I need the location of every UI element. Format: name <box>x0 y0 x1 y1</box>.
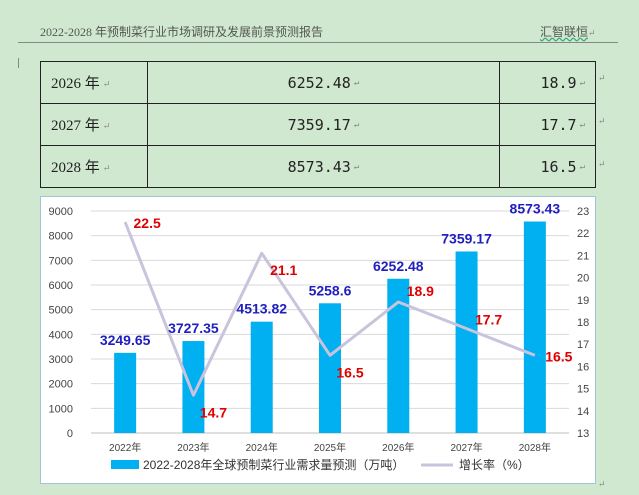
line-data-label: 16.5 <box>545 348 572 364</box>
y-left-tick-label: 4000 <box>49 329 73 341</box>
x-tick-label: 2023年 <box>177 441 209 454</box>
publisher-name: 汇智联恒↵ <box>540 25 596 39</box>
demand-cell: 6252.48 ↵ <box>146 61 501 104</box>
bar <box>319 303 341 433</box>
y-left-tick-label: 8000 <box>49 231 73 243</box>
bar <box>250 321 273 433</box>
y-right-tick-label: 21 <box>577 250 589 262</box>
header-divider <box>18 42 618 43</box>
y-left-tick-label: 2000 <box>49 379 73 391</box>
y-right-tick-label: 14 <box>577 406 589 418</box>
bar-data-label: 8573.43 <box>510 201 561 217</box>
y-left-tick-label: 9000 <box>49 206 73 218</box>
y-left-tick-label: 7000 <box>49 255 73 267</box>
line-data-label: 17.7 <box>475 312 502 328</box>
table-row: 2027 年 ↵ 7359.17 ↵ 17.7 ↵ <box>40 103 596 146</box>
y-right-tick-label: 13 <box>577 428 589 440</box>
margin-corner-mark <box>18 58 29 68</box>
row-end-mark: ↵ <box>598 116 606 126</box>
x-tick-label: 2022年 <box>109 441 141 454</box>
x-tick-label: 2024年 <box>246 441 278 454</box>
line-data-label: 22.5 <box>134 215 161 231</box>
year-cell: 2027 年 ↵ <box>40 103 148 146</box>
row-end-mark: ↵ <box>598 159 606 169</box>
row-end-mark: ↵ <box>598 73 606 83</box>
y-right-tick-label: 22 <box>577 228 589 240</box>
bar-data-label: 4513.82 <box>236 301 287 317</box>
line-data-label: 14.7 <box>200 404 227 420</box>
bar <box>455 251 478 433</box>
legend-swatch-bar <box>111 460 139 469</box>
year-cell: 2026 年 ↵ <box>40 61 148 104</box>
x-tick-label: 2028年 <box>519 441 551 454</box>
bar <box>182 341 205 433</box>
y-right-tick-label: 15 <box>577 384 589 396</box>
year-cell: 2028 年 ↵ <box>40 145 148 188</box>
line-data-label: 18.9 <box>407 283 434 299</box>
table-row: 2026 年 ↵ 6252.48 ↵ 18.9 ↵ <box>40 61 596 104</box>
x-tick-label: 2025年 <box>314 441 346 454</box>
y-right-tick-label: 19 <box>577 295 589 307</box>
y-left-tick-label: 6000 <box>49 280 73 292</box>
legend-label-line: 增长率（%） <box>459 457 530 472</box>
y-right-tick-label: 17 <box>577 339 589 351</box>
paragraph-mark: ↵ <box>598 479 606 489</box>
forecast-table: 2026 年 ↵ 6252.48 ↵ 18.9 ↵ 2027 年 ↵ 7359.17 ↵ … <box>40 61 596 188</box>
line-data-label: 16.5 <box>336 364 363 380</box>
legend-label-bar: 2022-2028年全球预制菜行业需求量预测（万吨） <box>143 457 404 472</box>
y-right-tick-label: 23 <box>577 206 589 218</box>
y-right-tick-label: 16 <box>577 361 589 373</box>
growth-cell: 16.5 ↵ <box>499 145 596 188</box>
report-title: 2022-2028 年预制菜行业市场调研及发展前景预测报告 <box>40 25 323 39</box>
combo-chart: 0 1000 2000 3000 4000 5000 6000 7000 8000 9000 13 1… <box>40 196 596 484</box>
bar-data-label: 3249.65 <box>100 332 151 348</box>
bar-data-label: 7359.17 <box>441 230 492 246</box>
y-left-tick-label: 0 <box>67 428 73 440</box>
table-row: 2028 年 ↵ 8573.43 ↵ 16.5 ↵ <box>40 145 596 188</box>
y-left-tick-label: 3000 <box>49 354 73 366</box>
bar-data-label: 6252.48 <box>373 258 424 274</box>
x-tick-label: 2026年 <box>382 441 414 454</box>
demand-cell: 8573.43 ↵ <box>146 145 501 188</box>
bar <box>114 352 137 433</box>
y-left-tick-label: 5000 <box>49 305 73 317</box>
y-right-tick-label: 18 <box>577 317 589 329</box>
bar-data-label: 3727.35 <box>168 320 219 336</box>
growth-cell: 18.9 ↵ <box>499 61 596 104</box>
growth-cell: 17.7 ↵ <box>499 103 596 146</box>
y-left-tick-label: 1000 <box>49 403 73 415</box>
chart-canvas: 0 1000 2000 3000 4000 5000 6000 7000 8000 9000 13 1… <box>49 201 590 472</box>
x-tick-label: 2027年 <box>450 441 482 454</box>
y-right-tick-label: 20 <box>577 273 589 285</box>
demand-cell: 7359.17 ↵ <box>146 103 501 146</box>
line-data-label: 21.1 <box>270 262 297 278</box>
bar <box>387 278 410 433</box>
bar-data-label: 5258.6 <box>309 282 352 298</box>
bar <box>523 221 546 433</box>
growth-line <box>123 221 536 397</box>
